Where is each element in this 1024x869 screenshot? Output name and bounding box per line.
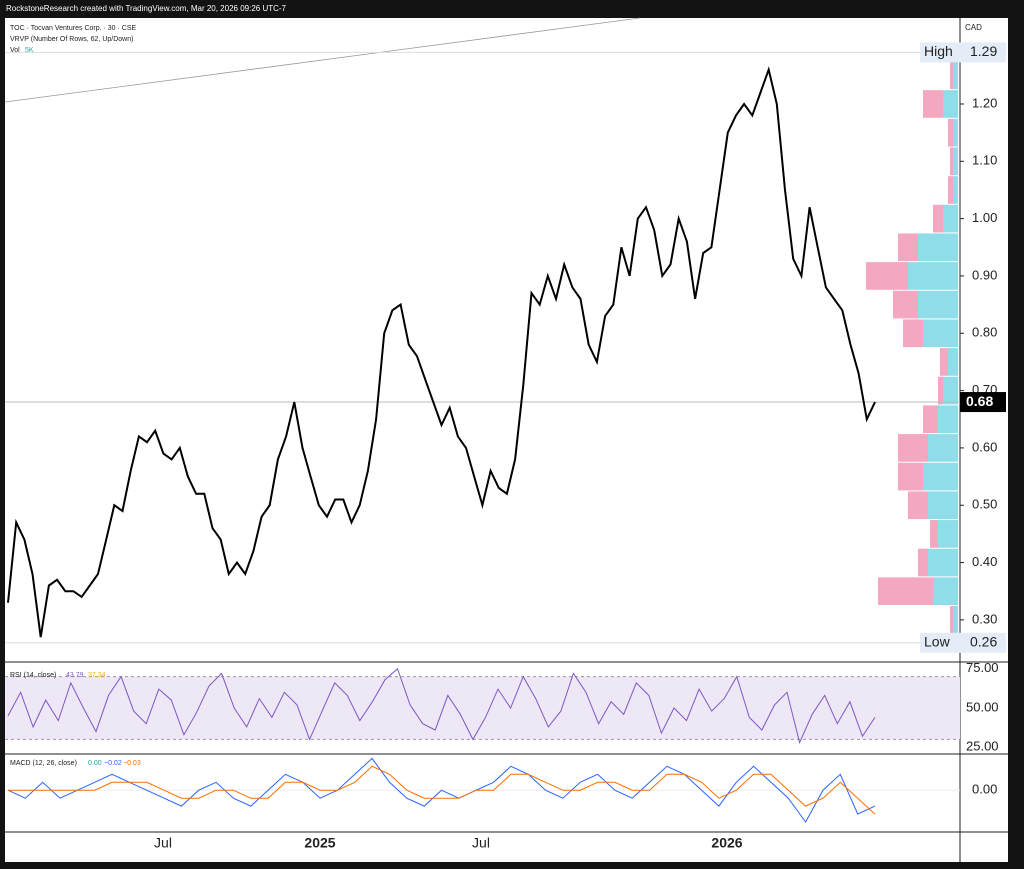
- vp-down: [933, 204, 943, 233]
- last-value: 0.68: [966, 393, 993, 409]
- y-tick-label: 0.90: [972, 267, 997, 282]
- vp-up: [918, 233, 958, 262]
- macd-value: −0.02: [104, 760, 122, 767]
- vp-up: [923, 462, 958, 491]
- price-line: [7, 66, 876, 638]
- rsi-tick-label: 25.00: [966, 739, 999, 754]
- legend-vrvp: VRVP (Number Of Rows, 62, Up/Down): [10, 36, 133, 43]
- y-tick-label: 1.00: [972, 210, 997, 225]
- vp-up: [953, 176, 958, 204]
- rsi-value: 43.79: [66, 672, 84, 679]
- vp-down: [898, 462, 923, 491]
- low-tag: [920, 632, 1006, 653]
- high-tag: [920, 42, 1006, 63]
- vp-up: [908, 262, 958, 290]
- x-tick-label: Jul: [154, 835, 172, 851]
- vp-up: [953, 118, 958, 147]
- last-tag: [960, 392, 1006, 413]
- vp-up: [943, 90, 958, 118]
- y-tick-label: 0.30: [972, 611, 997, 626]
- vp-down: [866, 262, 908, 290]
- header: RockstoneResearch created with TradingVi…: [6, 4, 287, 13]
- rsi-band: [5, 676, 960, 740]
- y-tick-label: 0.50: [972, 497, 997, 512]
- vp-down: [898, 434, 928, 462]
- y-tick-label: 1.20: [972, 95, 997, 110]
- vp-down: [893, 290, 918, 319]
- low-label: Low: [924, 634, 951, 650]
- macd-signal: −0.03: [123, 760, 141, 767]
- trend-line: [4, 17, 641, 103]
- vp-down: [908, 491, 928, 520]
- vp-down: [950, 61, 953, 90]
- rsi-tick-label: 50.00: [966, 699, 999, 714]
- vp-up: [953, 147, 958, 176]
- legend-symbol: TOC · Tocvan Ventures Corp. · 30 · CSE: [10, 25, 137, 32]
- vp-up: [938, 405, 958, 434]
- rsi-ma: 37.34: [88, 672, 106, 679]
- vp-down: [923, 90, 943, 118]
- vp-down: [903, 319, 923, 348]
- vp-down: [918, 548, 928, 577]
- vp-up: [928, 548, 958, 577]
- vp-up: [938, 520, 958, 548]
- signal-line: [8, 765, 876, 815]
- vp-up: [923, 319, 958, 348]
- vp-up: [918, 290, 958, 319]
- vp-up: [948, 348, 958, 376]
- y-tick-label: 0.60: [972, 439, 997, 454]
- high-value: 1.29: [970, 43, 997, 59]
- x-tick-label: 2026: [711, 835, 742, 851]
- vp-down: [938, 376, 943, 405]
- legend-vol-value: 5K: [25, 47, 34, 54]
- macd-line: [7, 757, 876, 823]
- low-value: 0.26: [970, 634, 997, 650]
- vp-up: [953, 61, 958, 90]
- y-tick-label: 0.80: [972, 325, 997, 340]
- vp-down: [930, 520, 938, 548]
- rsi-title: RSI (14, close): [10, 672, 56, 679]
- currency: CAD: [965, 23, 982, 32]
- rsi-line: [7, 667, 876, 745]
- vp-up: [943, 376, 958, 405]
- vp-down: [898, 233, 918, 262]
- vp-down: [940, 348, 948, 376]
- vp-down: [948, 118, 953, 147]
- high-label: High: [924, 43, 953, 59]
- vp-up: [928, 434, 958, 462]
- vp-up: [928, 491, 958, 520]
- y-tick-label: 1.10: [972, 153, 997, 168]
- vp-down: [950, 606, 953, 634]
- vp-down: [923, 405, 938, 434]
- legend-vol: Vol: [10, 47, 20, 54]
- macd-title: MACD (12, 26, close): [10, 760, 77, 767]
- macd-tick-label: 0.00: [972, 782, 997, 797]
- vp-up: [943, 204, 958, 233]
- vp-down: [878, 577, 933, 606]
- vp-up: [953, 606, 958, 634]
- macd-hist: 0.00: [88, 760, 102, 767]
- vp-up: [933, 577, 958, 606]
- y-tick-label: 0.40: [972, 554, 997, 569]
- x-tick-label: 2025: [304, 835, 335, 851]
- vp-down: [950, 147, 953, 176]
- x-tick-label: Jul: [472, 835, 490, 851]
- rsi-tick-label: 75.00: [966, 660, 999, 675]
- vp-down: [948, 176, 953, 204]
